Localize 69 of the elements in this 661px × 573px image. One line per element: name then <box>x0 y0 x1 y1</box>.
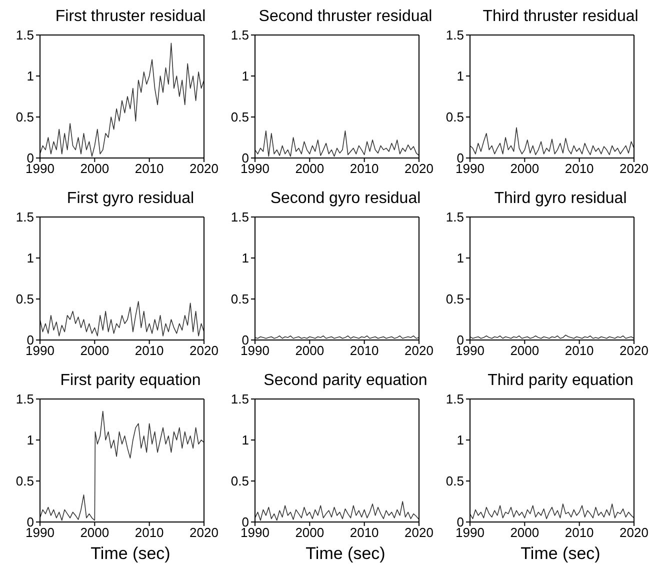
chart-title: Second thruster residual <box>258 8 434 27</box>
y-tick-label: 1.5 <box>446 210 464 225</box>
y-tick-label: 0.5 <box>16 292 34 307</box>
x-tick-label: 2010 <box>564 161 594 176</box>
y-tick-label: 1 <box>242 432 249 448</box>
x-tick-label: 2020 <box>190 343 218 358</box>
x-tick-label: 2000 <box>510 161 540 176</box>
y-tick-label: 1 <box>242 68 249 84</box>
y-tick-label: 0.5 <box>230 110 249 125</box>
line-series <box>40 301 204 336</box>
x-tick-label: 2020 <box>190 525 218 540</box>
x-tick-label: 2000 <box>80 161 110 176</box>
y-tick-label: 1 <box>26 68 34 84</box>
y-tick-label: 1.5 <box>446 392 464 407</box>
x-tick-label: 2000 <box>295 161 324 176</box>
y-tick-label: 0.5 <box>446 474 464 489</box>
chart-title: First gyro residual <box>66 190 196 209</box>
y-tick-label: 1 <box>456 432 464 448</box>
x-tick-label: 2010 <box>564 525 594 540</box>
y-tick-label: 1.5 <box>230 28 249 43</box>
y-tick-label: 1 <box>456 250 464 266</box>
x-tick-label: 2000 <box>295 343 324 358</box>
x-tick-label: 2020 <box>620 525 648 540</box>
x-tick-label: 2020 <box>404 161 434 176</box>
x-axis-title: Time (sec) <box>90 544 172 564</box>
y-tick-label: 0.5 <box>230 474 249 489</box>
x-axis-title: Time (sec) <box>304 544 386 564</box>
y-tick-label: 0.5 <box>230 292 249 307</box>
x-tick-label: 2020 <box>404 525 434 540</box>
x-tick-label: 2010 <box>350 525 379 540</box>
y-tick-label: 1.5 <box>16 210 34 225</box>
y-tick-label: 1.5 <box>446 28 464 43</box>
x-tick-label: 2010 <box>134 525 164 540</box>
chart-title: First parity equation <box>59 372 202 391</box>
x-axis-title: Time (sec) <box>520 544 602 564</box>
y-tick-label: 1 <box>26 432 34 448</box>
x-tick-label: 2000 <box>80 525 110 540</box>
x-tick-label: 2010 <box>350 161 379 176</box>
x-tick-label: 2020 <box>190 161 218 176</box>
chart-title: First thruster residual <box>54 8 207 27</box>
y-tick-label: 0.5 <box>446 110 464 125</box>
x-tick-label: 2000 <box>510 343 540 358</box>
x-tick-label: 2010 <box>134 343 164 358</box>
y-tick-label: 0.5 <box>446 292 464 307</box>
y-tick-label: 1.5 <box>230 392 249 407</box>
line-series <box>470 504 634 520</box>
x-tick-label: 2020 <box>404 343 434 358</box>
x-tick-label: 2020 <box>620 343 648 358</box>
line-series <box>470 127 634 156</box>
y-tick-label: 1 <box>456 68 464 84</box>
y-tick-label: 0.5 <box>16 110 34 125</box>
x-tick-label: 2000 <box>295 525 324 540</box>
chart-title: Second parity equation <box>262 372 428 391</box>
y-tick-label: 0.5 <box>16 474 34 489</box>
x-tick-label: 2000 <box>510 525 540 540</box>
x-tick-label: 2020 <box>620 161 648 176</box>
x-tick-label: 2000 <box>80 343 110 358</box>
chart-title: Third gyro residual <box>493 190 628 209</box>
x-tick-label: 2010 <box>134 161 164 176</box>
chart-title: Second gyro residual <box>269 190 422 209</box>
chart-title: Third parity equation <box>486 372 634 391</box>
y-tick-label: 1.5 <box>16 28 34 43</box>
x-tick-label: 2010 <box>350 343 379 358</box>
y-tick-label: 1.5 <box>230 210 249 225</box>
chart-title: Third thruster residual <box>482 8 640 27</box>
y-tick-label: 1 <box>26 250 34 266</box>
x-tick-label: 2010 <box>564 343 594 358</box>
y-tick-label: 1.5 <box>16 392 34 407</box>
y-tick-label: 1 <box>242 250 249 266</box>
